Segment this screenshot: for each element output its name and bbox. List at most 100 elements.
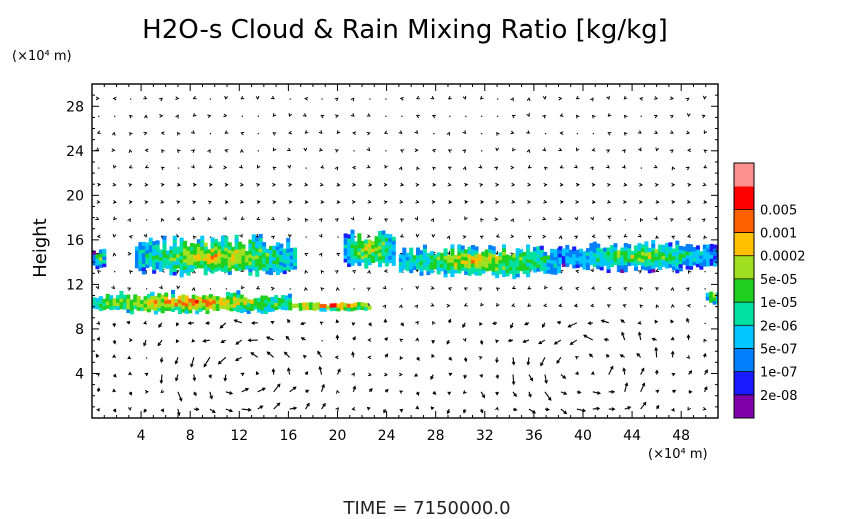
wind-vector-head [463,375,467,380]
cloud-cell [682,250,687,255]
cloud-cell [429,261,434,267]
cloud-cell [179,237,184,242]
cloud-cell [236,300,241,306]
cloud-cell [95,265,100,270]
cloud-cell [195,306,200,311]
wind-vector [220,322,227,329]
wind-vector-head [655,235,660,240]
wind-vector-head [400,182,405,187]
wind-vector-head [655,147,660,152]
cloud-cell [391,258,396,263]
wind-vector [225,288,227,290]
wind-vector-head [367,355,372,360]
cloud-cell [529,266,534,271]
wind-vector-head [159,380,164,385]
cloud-cell [134,249,139,255]
cloud-cell [258,241,263,246]
cloud-cell [457,247,462,253]
cloud-cell [647,262,652,267]
cloud-cell [689,251,694,256]
cloud-cell [498,262,503,268]
cloud-cell [241,255,246,260]
cloud-cell [457,244,462,249]
cloud-cell [272,252,277,258]
wind-vector [385,98,387,100]
cloud-cell [126,305,131,310]
cloud-cell [219,297,224,302]
wind-vector-head [542,234,547,239]
cloud-cell [585,258,590,263]
cloud-cell [416,251,421,256]
cloud-cell [339,302,344,307]
wind-vector-head [350,216,355,221]
wind-vector-head [127,355,132,360]
cloud-cell [702,248,707,253]
cloud-cell [196,249,201,255]
cloud-cell [169,249,174,254]
cloud-cell [129,299,134,304]
cloud-cell [402,261,407,267]
cloud-cell [501,244,507,249]
cloud-cell [241,258,246,263]
cloud-cell [152,251,157,256]
cloud-cell [256,301,262,306]
cloud-cell [183,262,188,267]
cloud-cell [148,241,153,246]
wind-vector-head [654,346,659,351]
wind-vector [570,339,578,345]
cloud-cell [160,309,165,314]
cloud-cell [381,244,386,249]
cloud-cell [695,248,700,254]
wind-vector-head [300,337,305,341]
cloud-cell [203,253,208,258]
cloud-cell [433,265,438,270]
cloud-cell [256,297,262,302]
wind-vector-head [112,408,117,413]
cloud-cell [141,259,146,264]
cloud-cell [251,255,256,260]
cloud-cell [176,250,181,255]
wind-vector [98,115,100,117]
wind-vector-head [128,371,132,376]
cloud-cell [200,242,205,247]
wind-vector-head [576,147,580,152]
cloud-cell [255,265,260,270]
cloud-cell [201,295,207,300]
wind-vector-head [217,360,222,365]
wind-vector-head [192,113,197,117]
cloud-cell [671,248,676,253]
wind-vector-head [400,322,404,327]
cloud-cell [519,259,524,265]
cloud-cell [231,257,236,262]
cloud-cell [148,251,153,257]
cloud-cell [227,267,232,272]
cloud-cell [522,259,527,264]
cloud-cell [388,255,393,260]
y-tick-label: 24 [66,144,84,160]
wind-vector-head [256,216,261,221]
wind-vector-head [510,97,514,102]
colorbar-label: 5e-05 [760,273,798,288]
wind-vector-head [383,130,388,134]
wind-vector [621,332,626,341]
cloud-cell [112,305,117,310]
cloud-cell [152,241,157,246]
cloud-cell [546,255,551,260]
cloud-cell [522,269,527,274]
cloud-cell [519,249,524,254]
cloud-cell [634,263,639,268]
wind-vector-head [95,96,100,101]
wind-vector [241,115,243,117]
cloud-cell [623,257,628,262]
cloud-cell [543,255,548,260]
cloud-cell [171,289,176,295]
cloud-cell [272,267,277,272]
cloud-cell [481,251,486,256]
cloud-cell [153,310,158,315]
cloud-cell [174,305,179,311]
wind-vector [544,374,548,384]
wind-vector-head [479,409,484,414]
cloud-cell [460,245,465,250]
wind-vector-head [541,324,546,328]
cloud-cell [262,252,267,258]
